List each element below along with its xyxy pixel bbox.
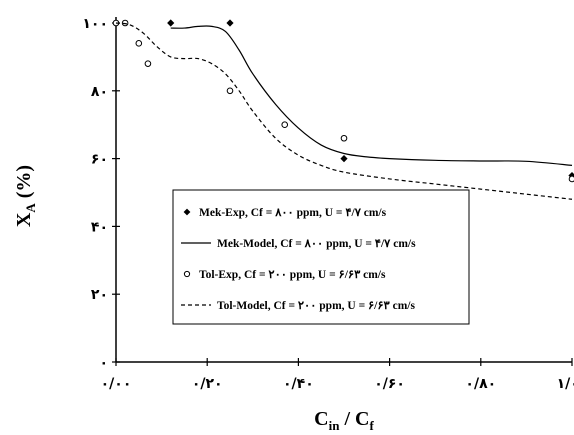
x-axis-title: Cin / Cf [314,408,374,433]
data-point-diamond [226,19,234,27]
legend-label: Tol-Exp, Cf = ۲۰۰ ppm, U = ۶/۶۳ cm/s [199,269,386,281]
y-tick-label: ۰ [99,355,108,371]
y-tick-label: ۱۰۰ [82,16,108,32]
series-3 [115,22,573,200]
y-tick-label: ۸۰ [91,84,108,100]
x-title-den-sub: f [369,418,374,433]
model-curve-dashed [115,22,573,200]
x-title-main: C [314,408,328,430]
data-point-diamond [167,19,175,27]
y-axis-title: XA (%) [13,165,38,227]
x-title-den: C [355,408,369,430]
legend-box [172,189,470,325]
data-point-circle [226,87,234,95]
axes [115,17,572,363]
legend-label: Mek-Model, Cf = ۸۰۰ ppm, U = ۴/۷ cm/s [217,238,416,250]
legend: Mek-Exp, Cf = ۸۰۰ ppm, U = ۴/۷ cm/s Mek-M… [172,189,470,325]
model-curve-solid [170,25,573,166]
y-title-main: X [13,212,35,227]
x-title-sep: / [339,408,355,430]
data-point-diamond [340,155,348,163]
series-0 [112,19,574,180]
x-tick-label: ۰/۴۰ [283,376,314,392]
x-title-main-sub: in [329,418,341,433]
y-axis-ticks: ۰ ۲۰ ۴۰ ۶۰ ۸۰ ۱۰۰ [82,16,120,371]
data-point-circle [568,175,574,183]
series-1 [170,25,573,166]
x-tick-label: ۰/۰۰ [101,376,132,392]
y-title-sub: A [23,203,38,213]
data-point-circle [281,121,289,128]
x-tick-label: ۱/۰۰ [557,376,574,392]
legend-label: Mek-Exp, Cf = ۸۰۰ ppm, U = ۴/۷ cm/s [199,207,387,219]
x-tick-label: ۰/۸۰ [465,376,496,392]
y-tick-label: ۲۰ [91,287,108,303]
data-point-circle [135,40,143,47]
legend-label: Tol-Model, Cf = ۲۰۰ ppm, U = ۶/۶۳ cm/s [217,300,415,312]
y-tick-label: ۴۰ [91,219,108,235]
y-title-unit: (%) [13,165,35,203]
data-point-circle [144,60,152,67]
series-layer [112,19,574,200]
legend-circle-marker [183,270,191,278]
x-tick-label: ۰/۲۰ [192,376,223,392]
legend-diamond-marker [183,208,191,216]
y-tick-label: ۶۰ [91,152,108,168]
x-tick-label: ۰/۶۰ [374,376,405,392]
data-point-circle [340,134,348,142]
x-axis-ticks: ۰/۰۰ ۰/۲۰ ۰/۴۰ ۰/۶۰ ۰/۸۰ ۱/۰۰ [101,358,574,392]
